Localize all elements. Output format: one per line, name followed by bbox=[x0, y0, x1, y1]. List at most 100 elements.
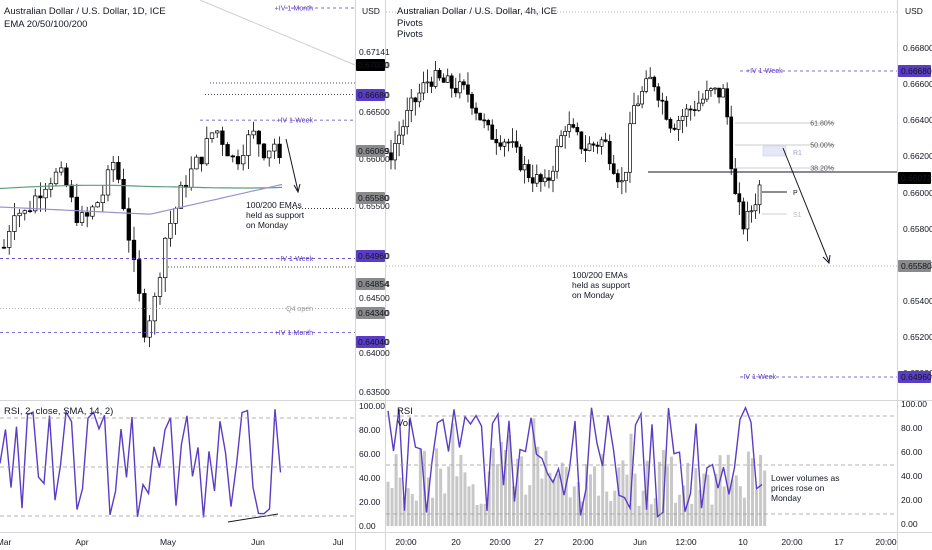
left-level-label: Q4 open bbox=[286, 306, 313, 313]
right-candle-body bbox=[664, 100, 669, 120]
left-rsi-tick: 40.00 bbox=[359, 473, 381, 483]
r1-zone bbox=[762, 145, 787, 157]
right-indicator-2: Pivots bbox=[397, 29, 423, 40]
right-candle-body bbox=[453, 87, 458, 94]
volume-annotation-line-2: prices rose on bbox=[771, 483, 825, 493]
left-candle-body bbox=[225, 144, 230, 157]
volume-bar bbox=[613, 490, 617, 526]
left-x-tick: May bbox=[160, 537, 177, 547]
left-level-label: -IV 1-Week bbox=[278, 256, 313, 263]
right-candle-body bbox=[700, 98, 705, 104]
right-candle-body bbox=[441, 77, 446, 83]
right-price-tick: 0.66600 bbox=[903, 79, 932, 89]
right-candle-body bbox=[692, 109, 697, 111]
right-candle-body bbox=[543, 177, 547, 183]
right-candle-body bbox=[514, 141, 519, 148]
left-candle-body bbox=[272, 143, 277, 152]
right-candle-body bbox=[421, 82, 426, 94]
volume-bar bbox=[491, 448, 495, 526]
volume-bar bbox=[512, 486, 516, 526]
right-vol-title: Vol bbox=[397, 418, 410, 429]
projection-arrow-head bbox=[822, 254, 831, 265]
right-candle-body bbox=[551, 170, 555, 181]
left-level-label: +IV 1-Week bbox=[276, 118, 313, 125]
volume-bar bbox=[483, 503, 487, 526]
volume-bar bbox=[617, 467, 621, 526]
volume-bar bbox=[576, 482, 580, 526]
left-candle-body bbox=[157, 277, 163, 297]
right-price-pane: +IV 1-Week 61.80% 50.00% 38.20% -IV 1-Week R1… bbox=[386, 11, 897, 381]
right-candle-body bbox=[725, 88, 730, 118]
right-x-tick: 17 bbox=[834, 537, 844, 547]
right-candle-body bbox=[466, 84, 470, 95]
right-candle-body bbox=[522, 164, 527, 171]
left-candle-body bbox=[79, 212, 85, 223]
volume-bar bbox=[418, 449, 422, 526]
left-candle-body bbox=[147, 320, 152, 338]
down-arrow bbox=[285, 138, 299, 192]
volume-bar bbox=[584, 464, 588, 526]
right-candle-body bbox=[389, 152, 393, 161]
volume-bar bbox=[609, 501, 613, 526]
fib-label: 38.20% bbox=[810, 166, 834, 173]
right-rsi-tick: 40.00 bbox=[901, 471, 923, 481]
axes: 0.671410.670000.666800.665000.660690.660… bbox=[0, 43, 932, 547]
left-rsi-line bbox=[0, 409, 282, 518]
volume-bars bbox=[386, 418, 767, 526]
left-price-tick: 0.66000 bbox=[359, 154, 390, 164]
right-candle-body bbox=[696, 102, 701, 111]
right-candle-body bbox=[636, 103, 640, 107]
right-candle-body bbox=[498, 142, 503, 147]
left-candle-body bbox=[64, 167, 69, 186]
right-candle-body bbox=[721, 88, 725, 98]
volume-bar bbox=[394, 454, 398, 526]
volume-bar bbox=[467, 486, 471, 526]
right-price-badge-label: 0.66680 bbox=[901, 66, 932, 76]
volume-bar bbox=[560, 462, 564, 526]
volume-bar bbox=[730, 479, 734, 526]
volume-bar bbox=[398, 477, 402, 526]
right-price-badge bbox=[898, 65, 931, 77]
volume-bar bbox=[710, 504, 714, 526]
right-candle-body bbox=[656, 86, 661, 101]
left-candle-body bbox=[38, 195, 43, 199]
left-candle-body bbox=[121, 179, 126, 210]
right-price-badge bbox=[898, 172, 931, 184]
right-candle-body bbox=[445, 75, 450, 83]
left-candle-body bbox=[17, 212, 22, 217]
right-candle-body bbox=[575, 127, 580, 133]
left-level-label: +IV 1-Month bbox=[275, 6, 313, 13]
left-candles bbox=[1, 121, 282, 348]
fib-label: 61.80% bbox=[810, 121, 834, 128]
volume-bar bbox=[670, 456, 673, 526]
volume-bar bbox=[694, 468, 698, 526]
right-rsi-title: RSI bbox=[397, 406, 413, 417]
left-candle-body bbox=[246, 134, 251, 156]
volume-bar bbox=[734, 475, 738, 526]
right-candle-body bbox=[458, 81, 462, 94]
right-price-tick: 0.66400 bbox=[903, 115, 932, 125]
volume-bar bbox=[593, 466, 597, 526]
volume-bar bbox=[661, 449, 665, 526]
volume-bar bbox=[427, 477, 430, 526]
left-candle-body bbox=[220, 130, 225, 145]
volume-bar bbox=[540, 478, 544, 526]
right-level-label: +IV 1-Week bbox=[746, 68, 783, 75]
right-candle-body bbox=[717, 87, 721, 98]
right-x-tick: 20:00 bbox=[781, 537, 803, 547]
left-price-pane: +IV 1-Week -IV 1-Week Q4 open +IV 1-Month +I… bbox=[0, 0, 356, 348]
left-rsi-title: RSI, 2, close, SMA, 14, 2) bbox=[4, 406, 113, 417]
volume-bar bbox=[706, 474, 710, 526]
left-candle-body bbox=[230, 155, 235, 158]
left-candle-body bbox=[43, 188, 48, 199]
volume-bar bbox=[572, 486, 576, 526]
volume-bar bbox=[410, 493, 414, 526]
right-candle-body bbox=[729, 116, 734, 170]
right-price-badge-label: 0.64960 bbox=[901, 372, 932, 382]
right-candle-body bbox=[595, 144, 600, 147]
volume-bar bbox=[552, 479, 556, 526]
left-candle-body bbox=[59, 167, 64, 173]
right-candle-body bbox=[482, 119, 486, 122]
right-candle-body bbox=[757, 184, 762, 206]
left-candle-body bbox=[204, 138, 209, 165]
